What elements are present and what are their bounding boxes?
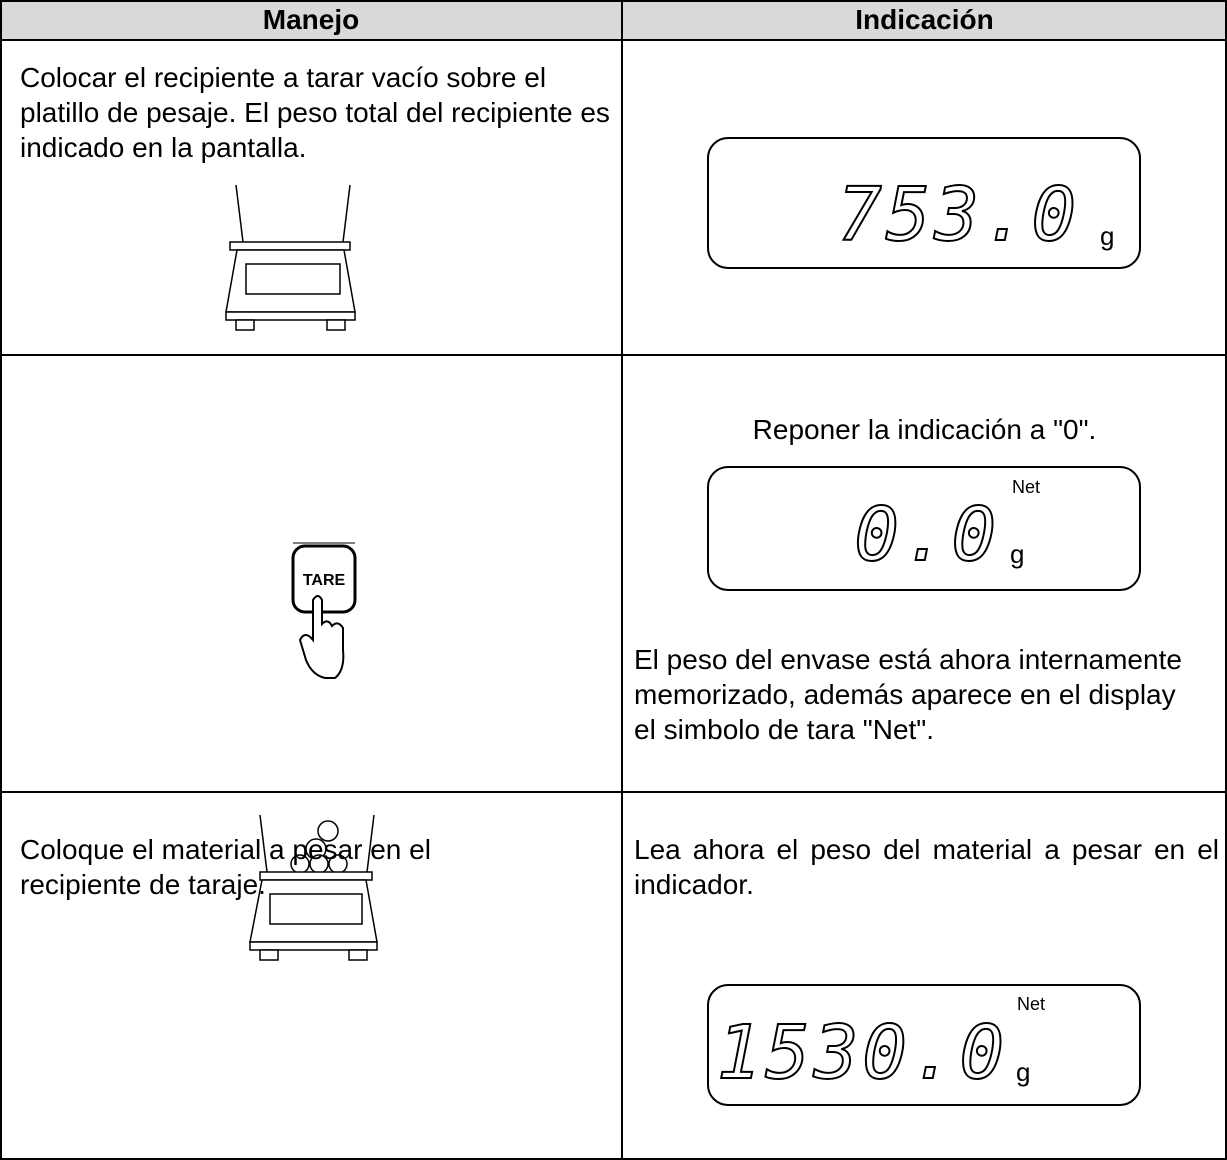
hint: Reponer la indicación a "0".: [752, 414, 1097, 445]
tare-button-icon: [291, 542, 357, 679]
display-symbol: Net: [1017, 994, 1045, 1014]
instruction: Coloque el material a pesar en el recipi…: [20, 834, 431, 900]
column-header: Manejo: [262, 4, 360, 35]
note: El peso del envase está ahora internamen…: [634, 644, 1182, 745]
column-header: Indicación: [855, 4, 994, 35]
button-label: TARE: [303, 572, 346, 589]
note: Lea ahora el peso del material a pesar e…: [634, 834, 1219, 900]
display-reading: 0.0: [854, 492, 1000, 578]
display-frames: [707, 137, 1141, 1106]
display-reading: 753.0: [837, 172, 1080, 258]
scale-icon: [225, 184, 356, 331]
display-symbol: Net: [1012, 477, 1040, 497]
display-unit: g: [1100, 221, 1114, 251]
display-unit: g: [1016, 1057, 1030, 1087]
instruction: Colocar el recipiente a tarar vacío sobr…: [20, 62, 610, 163]
display-reading: 1530.0: [717, 1010, 1008, 1096]
scale-with-material-icon: [249, 814, 378, 961]
display-unit: g: [1010, 539, 1024, 569]
header-bg: [1, 1, 1226, 40]
